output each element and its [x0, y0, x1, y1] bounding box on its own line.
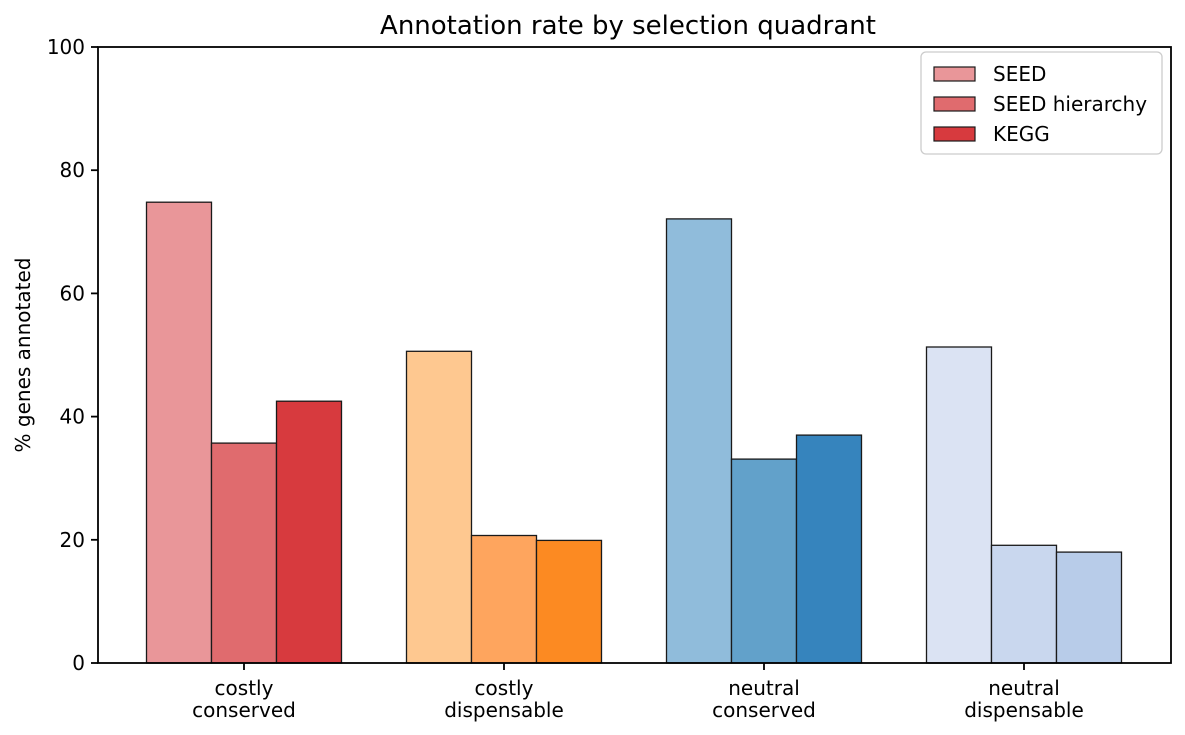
bar-seed-group2 [405, 350, 473, 664]
y-tick-label: 20 [60, 528, 85, 552]
x-tick-label: dispensable [444, 698, 564, 722]
bar-kegg-group4 [1055, 551, 1123, 664]
bar-seed-hierarchy-group4 [990, 544, 1058, 664]
x-tick-labels: costlyconservedcostlydispensableneutralc… [192, 676, 1084, 722]
bar-kegg-group3 [795, 434, 863, 664]
chart-title: Annotation rate by selection quadrant [380, 11, 876, 41]
bar-seed-hierarchy-group1 [210, 442, 278, 664]
plot-spines [97, 46, 1172, 664]
axes-group [91, 46, 1172, 670]
legend-swatch-kegg [933, 126, 976, 142]
legend-swatch-seed-hierarchy [933, 96, 976, 112]
y-tick-labels: 0 20 40 60 80 100 [47, 35, 85, 675]
bar-seed-group3 [665, 218, 733, 664]
bar-kegg-group1 [275, 400, 343, 664]
bar-kegg-group2 [535, 539, 603, 664]
y-tick-label: 100 [47, 35, 85, 59]
bar-seed-group1 [145, 201, 213, 664]
x-tick-label: costly [475, 676, 534, 700]
legend-label: SEED [993, 62, 1046, 86]
x-tick-label: conserved [192, 698, 296, 722]
x-tick-label: neutral [988, 676, 1060, 700]
bars-group [145, 201, 1123, 664]
x-tick-label: neutral [728, 676, 800, 700]
legend-box [920, 51, 1163, 155]
bar-seed-hierarchy-group2 [470, 534, 538, 664]
bar-seed-group4 [925, 346, 993, 664]
bar-seed-hierarchy-group3 [730, 458, 798, 664]
y-axis-label: % genes annotated [11, 258, 35, 453]
x-tick-label: dispensable [964, 698, 1084, 722]
y-tick-label: 60 [60, 281, 85, 305]
legend-label: SEED hierarchy [993, 92, 1147, 116]
y-tick-label: 0 [72, 651, 85, 675]
legend: SEED SEED hierarchy KEGG [920, 51, 1163, 155]
legend-label: KEGG [993, 122, 1050, 146]
x-tick-label: costly [215, 676, 274, 700]
y-tick-label: 80 [60, 158, 85, 182]
x-tick-label: conserved [712, 698, 816, 722]
y-tick-label: 40 [60, 405, 85, 429]
legend-swatch-seed [933, 66, 976, 82]
